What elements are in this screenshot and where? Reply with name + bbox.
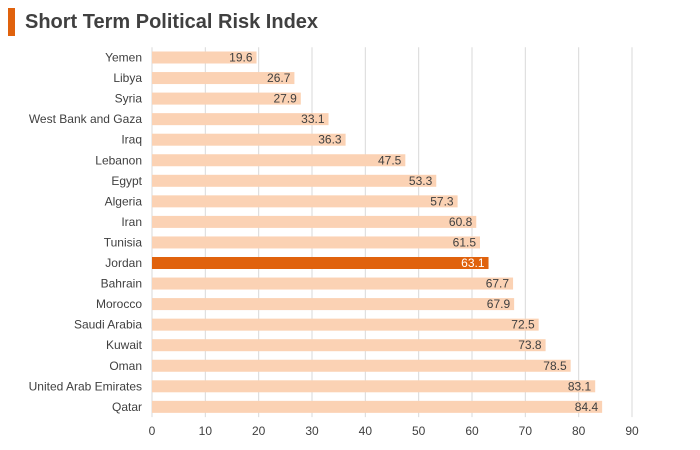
bar-highlighted (152, 257, 489, 269)
x-tick-label: 10 (199, 424, 213, 438)
x-tick-label: 0 (149, 424, 156, 438)
bar (152, 92, 301, 105)
category-label: Kuwait (106, 338, 143, 352)
x-tick-label: 70 (519, 424, 533, 438)
category-label: Oman (109, 359, 142, 373)
x-tick-label: 90 (625, 424, 639, 438)
value-label: 33.1 (301, 112, 325, 126)
x-tick-label: 80 (572, 424, 586, 438)
category-label: Saudi Arabia (74, 318, 142, 332)
value-label: 67.9 (487, 297, 511, 311)
category-label: Algeria (105, 194, 143, 208)
value-label: 84.4 (575, 400, 599, 414)
x-tick-label: 40 (359, 424, 373, 438)
value-label: 53.3 (409, 174, 433, 188)
category-label: West Bank and Gaza (29, 112, 143, 126)
bar (152, 113, 329, 126)
bar (152, 400, 603, 413)
bar (152, 72, 295, 85)
bar (152, 215, 477, 228)
bar (152, 51, 257, 64)
value-label: 83.1 (568, 379, 592, 393)
category-label: Jordan (105, 256, 142, 270)
value-label: 27.9 (273, 92, 297, 106)
bar (152, 236, 480, 249)
x-tick-label: 50 (412, 424, 426, 438)
value-label: 47.5 (378, 153, 402, 167)
value-label: 72.5 (511, 318, 535, 332)
category-label: Libya (113, 71, 142, 85)
value-label: 36.3 (318, 133, 342, 147)
category-label: Egypt (111, 174, 142, 188)
category-label: Syria (115, 92, 143, 106)
category-label: Yemen (105, 51, 142, 65)
category-label: Lebanon (95, 153, 142, 167)
chart-header: Short Term Political Risk Index (8, 8, 318, 36)
value-label: 26.7 (267, 71, 291, 85)
category-label: Iraq (121, 133, 142, 147)
bar (152, 318, 539, 331)
chart-title: Short Term Political Risk Index (25, 10, 319, 33)
bar (152, 174, 437, 187)
title-accent-bar (8, 8, 15, 36)
x-tick-label: 30 (305, 424, 319, 438)
value-label: 19.6 (229, 51, 253, 65)
bar (152, 298, 515, 311)
category-label: Tunisia (104, 235, 143, 249)
bar (152, 380, 596, 393)
bar (152, 195, 458, 208)
bar (152, 154, 406, 167)
category-label: Iran (121, 215, 142, 229)
bar (152, 339, 546, 352)
category-label: United Arab Emirates (29, 379, 142, 393)
category-label: Bahrain (101, 277, 142, 291)
category-label: Qatar (112, 400, 142, 414)
x-tick-label: 60 (465, 424, 479, 438)
value-label: 60.8 (449, 215, 473, 229)
bar (152, 133, 346, 146)
value-label: 78.5 (543, 359, 567, 373)
bar (152, 359, 571, 372)
x-tick-label: 20 (252, 424, 266, 438)
category-label: Morocco (96, 297, 142, 311)
value-label: 61.5 (453, 235, 477, 249)
value-label: 57.3 (430, 194, 454, 208)
value-label: 63.1 (461, 256, 485, 270)
bar (152, 277, 514, 290)
value-label: 67.7 (486, 277, 510, 291)
value-label: 73.8 (518, 338, 542, 352)
